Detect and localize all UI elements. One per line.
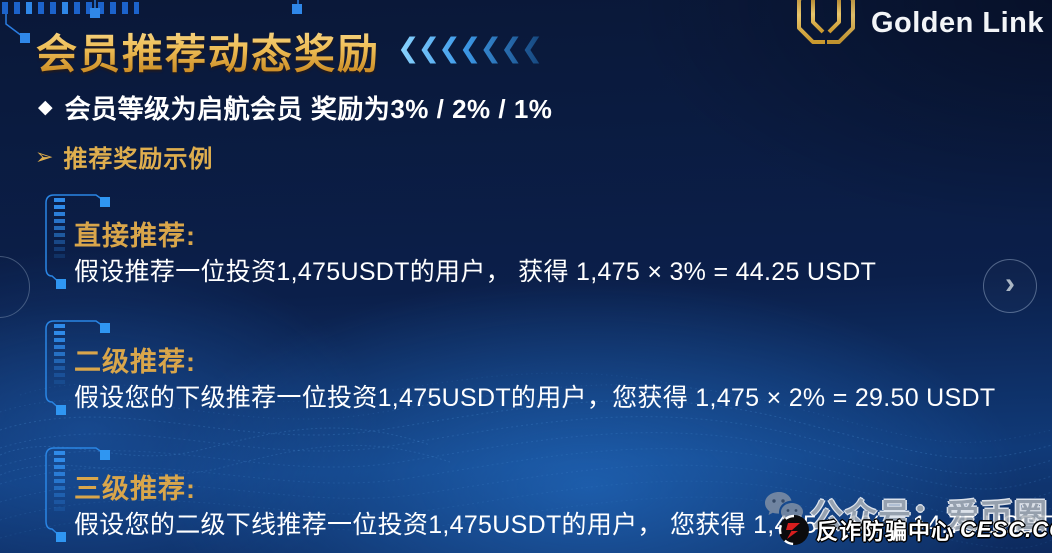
example-block-level3: 三级推荐: 假设您的二级下线推荐一位投资1,475USDT的用户， 您获得 1,… <box>36 445 1052 545</box>
example-text: 假设您的下级推荐一位投资1,475USDT的用户，您获得 1,475 × 2% … <box>74 384 996 412</box>
circuit-bracket-decoration <box>45 320 110 415</box>
chevron-right-icon: › <box>1005 267 1015 300</box>
example-block-direct: 直接推荐: 假设推荐一位投资1,475USDT的用户， 获得 1,475 × 3… <box>36 192 1046 292</box>
example-text: 假设您的二级下线推荐一位投资1,475USDT的用户， 您获得 1,475 × … <box>74 511 1052 539</box>
example-text: 假设推荐一位投资1,475USDT的用户， 获得 1,475 × 3% = 44… <box>74 258 877 286</box>
diamond-bullet-icon: ◆ <box>38 97 53 118</box>
page-title: 会员推荐动态奖励 <box>36 20 380 80</box>
examples-heading-text: 推荐奖励示例 <box>63 146 214 173</box>
examples-section-heading: ➢ 推荐奖励示例 <box>35 139 213 174</box>
circuit-bracket-decoration <box>45 194 110 289</box>
brand-logo-text: Golden Link <box>870 6 1044 39</box>
arrow-bullet-icon: ➢ <box>35 143 54 169</box>
carousel-next-button[interactable]: › <box>983 259 1037 313</box>
brand-logo: Golden Link <box>795 0 1044 44</box>
example-label: 三级推荐: <box>74 474 196 504</box>
golden-link-logo-icon <box>796 0 855 44</box>
membership-rule-line: ◆ 会员等级为启航会员 奖励为3% / 2% / 1% <box>38 89 552 126</box>
top-circuit-decoration <box>2 0 302 43</box>
title-chevrons-decor: ❮❮❮❮❮❮❮ <box>397 33 543 63</box>
example-label: 二级推荐: <box>74 347 196 377</box>
membership-rule-text: 会员等级为启航会员 奖励为3% / 2% / 1% <box>64 94 553 124</box>
example-block-level2: 二级推荐: 假设您的下级推荐一位投资1,475USDT的用户，您获得 1,475… <box>36 318 1046 418</box>
example-label: 直接推荐: <box>74 221 196 251</box>
circuit-bracket-decoration <box>45 447 110 542</box>
